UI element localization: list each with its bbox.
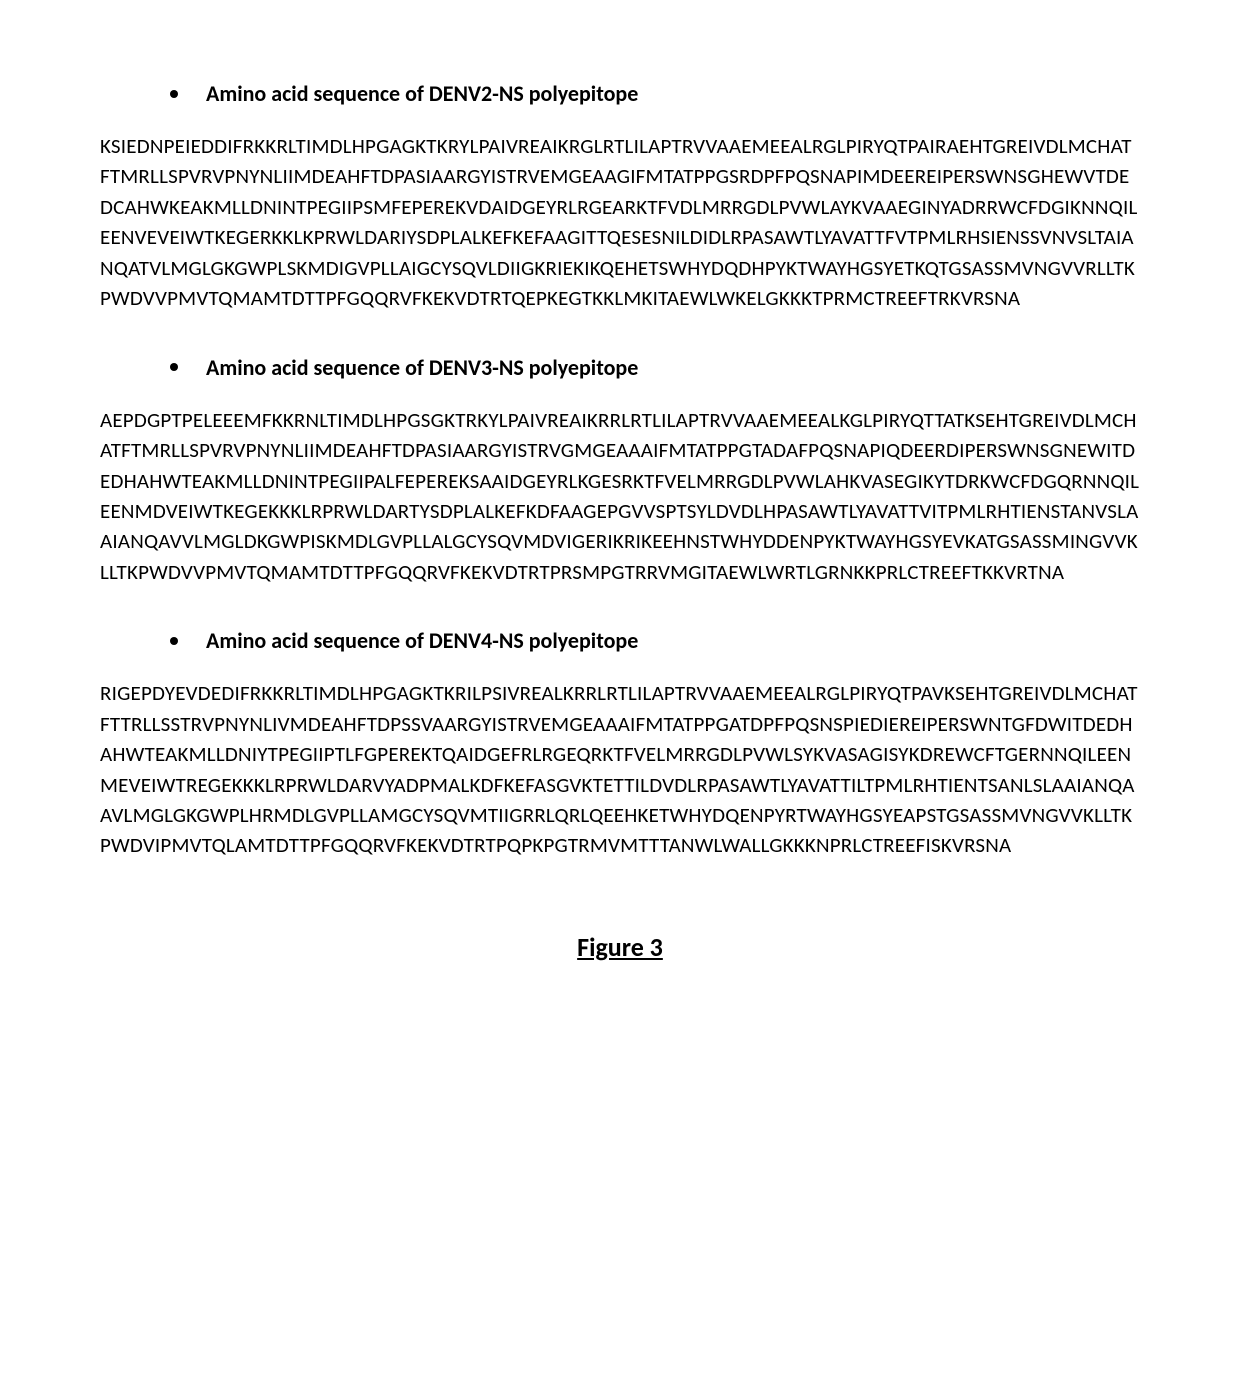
figure-label: Figure 3 <box>100 931 1140 963</box>
section-denv3: Amino acid sequence of DENV3-NS polyepit… <box>100 354 1140 588</box>
bullet-icon <box>170 363 178 371</box>
heading-text-denv4: Amino acid sequence of DENV4-NS polyepit… <box>206 627 638 654</box>
heading-denv4: Amino acid sequence of DENV4-NS polyepit… <box>170 627 1140 654</box>
heading-text-denv3: Amino acid sequence of DENV3-NS polyepit… <box>206 354 638 381</box>
sequence-denv4: RIGEPDYEVDEDIFRKKRLTIMDLHPGAGKTKRILPSIVR… <box>100 678 1140 861</box>
heading-text-denv2: Amino acid sequence of DENV2-NS polyepit… <box>206 80 638 107</box>
bullet-icon <box>170 90 178 98</box>
bullet-icon <box>170 637 178 645</box>
heading-denv3: Amino acid sequence of DENV3-NS polyepit… <box>170 354 1140 381</box>
section-denv2: Amino acid sequence of DENV2-NS polyepit… <box>100 80 1140 314</box>
sequence-denv2: KSIEDNPEIEDDIFRKKRLTIMDLHPGAGKTKRYLPAIVR… <box>100 131 1140 314</box>
heading-denv2: Amino acid sequence of DENV2-NS polyepit… <box>170 80 1140 107</box>
section-denv4: Amino acid sequence of DENV4-NS polyepit… <box>100 627 1140 861</box>
sequence-denv3: AEPDGPTPELEEEMFKKRNLTIMDLHPGSGKTRKYLPAIV… <box>100 405 1140 588</box>
